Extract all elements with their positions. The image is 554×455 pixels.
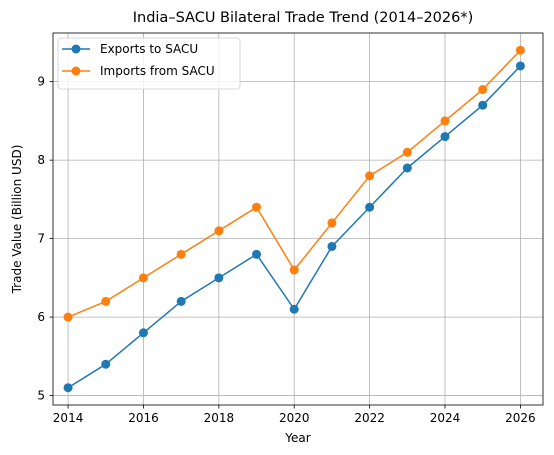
data-point bbox=[478, 85, 488, 95]
data-point bbox=[402, 147, 412, 157]
data-point bbox=[176, 249, 186, 259]
y-tick-label: 6 bbox=[37, 310, 45, 324]
series-imports bbox=[63, 45, 525, 322]
data-point bbox=[440, 116, 450, 126]
y-tick-label: 7 bbox=[37, 232, 45, 246]
y-tick-label: 5 bbox=[37, 389, 45, 403]
x-axis-label: Year bbox=[284, 431, 310, 445]
legend-label-exports: Exports to SACU bbox=[100, 42, 198, 56]
x-tick-label: 2024 bbox=[430, 411, 461, 425]
data-point bbox=[515, 45, 525, 55]
data-point bbox=[63, 383, 73, 393]
data-point bbox=[327, 241, 337, 251]
data-point bbox=[138, 273, 148, 283]
x-tick-label: 2022 bbox=[354, 411, 385, 425]
series-layer bbox=[63, 45, 525, 393]
x-tick-label: 2026 bbox=[505, 411, 536, 425]
y-axis-label: Trade Value (Billion USD) bbox=[10, 145, 24, 295]
x-axis: 2014 2016 2018 2020 2022 2024 2026 bbox=[53, 405, 536, 425]
x-tick-label: 2016 bbox=[128, 411, 159, 425]
data-point bbox=[252, 202, 262, 212]
series-exports bbox=[63, 61, 525, 393]
data-point bbox=[176, 296, 186, 306]
data-point bbox=[214, 273, 224, 283]
y-axis: 5 6 7 8 9 bbox=[37, 75, 53, 403]
data-point bbox=[138, 328, 148, 338]
data-point bbox=[402, 163, 412, 173]
data-point bbox=[252, 249, 262, 259]
chart-title: India–SACU Bilateral Trade Trend (2014–2… bbox=[133, 10, 474, 26]
data-point bbox=[440, 132, 450, 142]
data-point bbox=[289, 304, 299, 314]
data-point bbox=[214, 226, 224, 236]
data-point bbox=[478, 100, 488, 110]
data-point bbox=[515, 61, 525, 71]
data-point bbox=[101, 359, 111, 369]
data-point bbox=[327, 218, 337, 228]
data-point bbox=[289, 265, 299, 275]
plot-frame bbox=[52, 32, 544, 406]
x-tick-label: 2020 bbox=[279, 411, 310, 425]
legend-label-imports: Imports from SACU bbox=[100, 64, 215, 78]
data-point bbox=[63, 312, 73, 322]
x-tick-label: 2014 bbox=[53, 411, 84, 425]
data-point bbox=[101, 296, 111, 306]
data-point bbox=[365, 171, 375, 181]
legend: Exports to SACU Imports from SACU bbox=[57, 37, 241, 90]
y-tick-label: 8 bbox=[37, 153, 45, 167]
y-tick-label: 9 bbox=[37, 75, 45, 89]
legend-box bbox=[57, 37, 241, 90]
legend-marker-imports bbox=[71, 66, 81, 76]
data-point bbox=[365, 202, 375, 212]
x-tick-label: 2018 bbox=[204, 411, 235, 425]
legend-marker-exports bbox=[71, 44, 81, 54]
